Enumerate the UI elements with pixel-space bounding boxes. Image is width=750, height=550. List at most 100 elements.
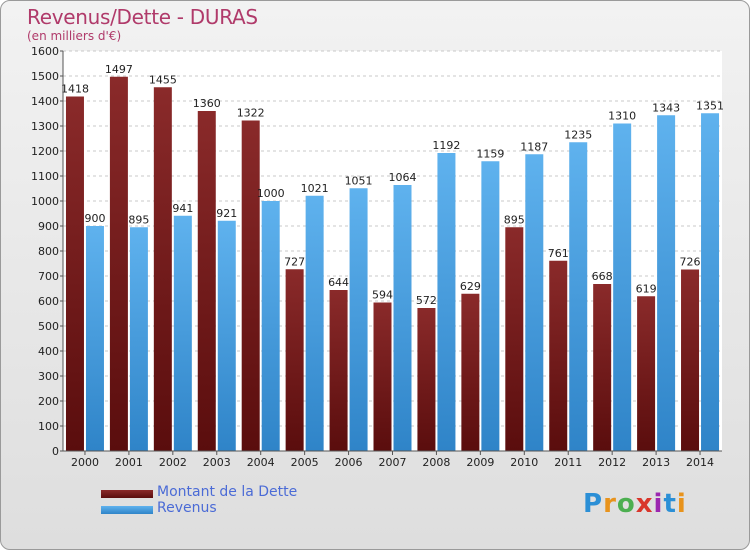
data-label: 921 bbox=[216, 207, 237, 220]
bar-dette bbox=[505, 227, 524, 451]
logo-letter: x bbox=[635, 489, 654, 519]
x-tick-label: 2011 bbox=[554, 456, 582, 469]
bar-dette bbox=[241, 120, 260, 451]
bar-dette bbox=[417, 308, 436, 451]
bar-revenus bbox=[437, 153, 456, 451]
y-tick-label: 1100 bbox=[31, 170, 59, 183]
bar-revenus bbox=[349, 188, 368, 451]
x-tick-label: 2007 bbox=[379, 456, 407, 469]
x-tick-label: 2001 bbox=[115, 456, 143, 469]
bar-dette bbox=[197, 111, 216, 451]
bar-dette bbox=[637, 296, 656, 451]
bar-dette bbox=[153, 87, 172, 451]
bar-revenus bbox=[305, 195, 324, 451]
data-label: 668 bbox=[592, 270, 613, 283]
data-label: 1497 bbox=[105, 63, 133, 76]
bar-revenus bbox=[261, 201, 280, 451]
data-label: 1360 bbox=[193, 97, 221, 110]
y-tick-label: 800 bbox=[38, 245, 59, 258]
bar-dette bbox=[681, 269, 700, 451]
bar-dette bbox=[329, 290, 348, 451]
logo-letter: t bbox=[663, 489, 677, 519]
data-label: 629 bbox=[460, 280, 481, 293]
x-tick-label: 2012 bbox=[598, 456, 626, 469]
data-label: 1343 bbox=[652, 101, 680, 114]
data-label: 1192 bbox=[432, 139, 460, 152]
x-tick-label: 2002 bbox=[159, 456, 187, 469]
bar-dette bbox=[65, 96, 84, 451]
bar-dette bbox=[285, 269, 304, 451]
axes: 0 100 200 300 400 500 600 700 800 900 1000 1100 1200… bbox=[31, 45, 722, 469]
data-label: 1000 bbox=[257, 187, 285, 200]
y-tick-label: 900 bbox=[38, 220, 59, 233]
data-label: 895 bbox=[504, 213, 525, 226]
bar-revenus bbox=[173, 215, 192, 451]
y-tick-label: 1200 bbox=[31, 145, 59, 158]
data-label: 1322 bbox=[237, 107, 265, 120]
data-label: 1021 bbox=[301, 182, 329, 195]
y-tick-label: 300 bbox=[38, 370, 59, 383]
grid-lines bbox=[63, 50, 722, 452]
chart-title: Revenus/Dette - DURAS bbox=[27, 5, 258, 29]
x-tick-label: 2014 bbox=[686, 456, 714, 469]
legend-swatch-revenus bbox=[101, 506, 153, 514]
bar-revenus bbox=[525, 154, 544, 451]
bar-revenus bbox=[85, 226, 104, 451]
data-label: 1310 bbox=[608, 110, 636, 123]
data-label: 941 bbox=[172, 202, 193, 215]
x-tick-label: 2009 bbox=[466, 456, 494, 469]
y-tick-label: 700 bbox=[38, 270, 59, 283]
bar-revenus bbox=[481, 161, 500, 451]
logo-letter: o bbox=[616, 489, 636, 519]
data-label: 619 bbox=[636, 282, 657, 295]
data-label: 1418 bbox=[61, 83, 89, 96]
data-label: 572 bbox=[416, 294, 437, 307]
data-label: 1159 bbox=[476, 147, 504, 160]
bar-revenus bbox=[613, 123, 632, 451]
x-tick-label: 2006 bbox=[335, 456, 363, 469]
y-tick-label: 1000 bbox=[31, 195, 59, 208]
data-label: 1051 bbox=[345, 174, 373, 187]
bar-revenus bbox=[129, 227, 148, 451]
bars bbox=[65, 76, 720, 451]
chart-subtitle: (en milliers d'€) bbox=[27, 29, 122, 43]
data-labels: 1418 900 1497 895 1455 941 1360 921 1322 1000 727 1… bbox=[61, 63, 724, 307]
proxiti-logo: Proxiti bbox=[583, 489, 687, 519]
data-label: 644 bbox=[328, 276, 349, 289]
y-tick-label: 100 bbox=[38, 420, 59, 433]
y-tick-label: 200 bbox=[38, 395, 59, 408]
bar-dette bbox=[461, 293, 480, 451]
data-label: 1455 bbox=[149, 73, 177, 86]
y-tick-label: 500 bbox=[38, 320, 59, 333]
data-label: 1064 bbox=[389, 171, 417, 184]
data-label: 761 bbox=[548, 247, 569, 260]
bar-revenus bbox=[701, 113, 720, 451]
y-tick-label: 1600 bbox=[31, 45, 59, 58]
legend-swatch-debt bbox=[101, 490, 153, 498]
bar-dette bbox=[373, 302, 392, 451]
bar-revenus bbox=[217, 220, 236, 451]
data-label: 900 bbox=[84, 212, 105, 225]
data-label: 594 bbox=[372, 289, 393, 302]
logo-letter: P bbox=[583, 489, 604, 519]
bar-revenus bbox=[569, 142, 588, 451]
bar-dette bbox=[593, 284, 612, 451]
y-tick-label: 600 bbox=[38, 295, 59, 308]
y-tick-label: 400 bbox=[38, 345, 59, 358]
x-tick-label: 2004 bbox=[247, 456, 275, 469]
logo-letter: i bbox=[676, 489, 687, 519]
y-tick-label: 1500 bbox=[31, 70, 59, 83]
y-tick-label: 1300 bbox=[31, 120, 59, 133]
x-tick-label: 2003 bbox=[203, 456, 231, 469]
legend-label-revenus: Revenus bbox=[157, 500, 217, 516]
x-tick-label: 2000 bbox=[71, 456, 99, 469]
data-label: 1187 bbox=[520, 140, 548, 153]
legend-label-debt: Montant de la Dette bbox=[157, 484, 298, 500]
logo-letter: r bbox=[603, 489, 617, 519]
data-label: 1351 bbox=[696, 99, 724, 112]
bar-dette bbox=[109, 76, 128, 451]
x-tick-label: 2005 bbox=[291, 456, 319, 469]
y-tick-label: 1400 bbox=[31, 95, 59, 108]
